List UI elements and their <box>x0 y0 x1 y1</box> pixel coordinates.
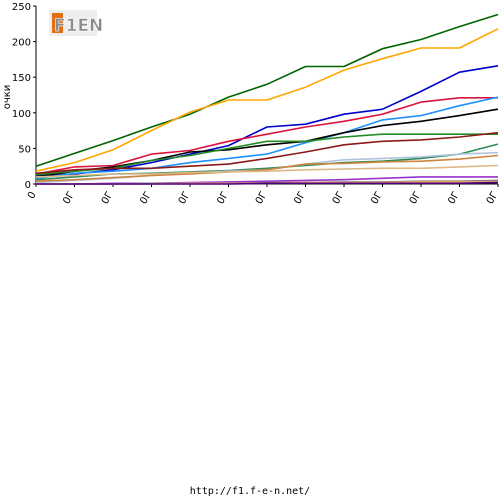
y-axis-label: очки <box>2 85 13 110</box>
series-line-7 <box>35 131 499 175</box>
x-tick-label: 0Г <box>331 190 347 206</box>
series-line-3 <box>35 97 498 175</box>
x-tick-label: 0 <box>26 190 39 201</box>
y-tick-label: 150 <box>12 73 31 84</box>
series-line-15 <box>36 181 499 185</box>
logo-text: F1EN <box>54 16 103 36</box>
series-group <box>35 13 499 185</box>
x-tick-label: 0Г <box>408 190 424 206</box>
series-line-0 <box>35 13 499 167</box>
x-tick-label: 0Г <box>485 190 500 206</box>
x-tick-label: 0Г <box>61 190 77 206</box>
f1en-logo: F1EN <box>49 10 104 36</box>
series-line-10 <box>35 154 499 182</box>
y-tick-label: 200 <box>12 38 31 49</box>
y-tick-label: 50 <box>18 144 31 155</box>
y-tick-label: 100 <box>12 109 31 120</box>
x-tick-label: 0Г <box>138 190 154 206</box>
x-tick-label: 0Г <box>369 190 385 206</box>
series-line-2 <box>35 65 499 177</box>
series-line-5 <box>35 108 499 178</box>
series-line-11 <box>35 164 499 178</box>
x-tick-label: 0Г <box>446 190 462 206</box>
x-tick-label: 0Г <box>215 190 231 206</box>
footer-url: http://f1.f-e-n.net/ <box>189 486 311 497</box>
series-line-1 <box>35 28 499 172</box>
x-tick-label: 0Г <box>100 190 116 206</box>
standings-chart: F1EN 0 50 100 150 200 250 0 0Г 0Г 0Г 0Г 0Г 0Г 0Г 0Г 0Г 0… <box>2 2 500 206</box>
x-tick-label: 0Г <box>292 190 308 206</box>
y-tick-label: 0 <box>25 180 31 191</box>
x-tick-label: 0Г <box>177 190 193 206</box>
series-line-4 <box>35 96 499 180</box>
x-tick-label: 0Г <box>254 190 270 206</box>
y-tick-label: 250 <box>12 2 31 13</box>
